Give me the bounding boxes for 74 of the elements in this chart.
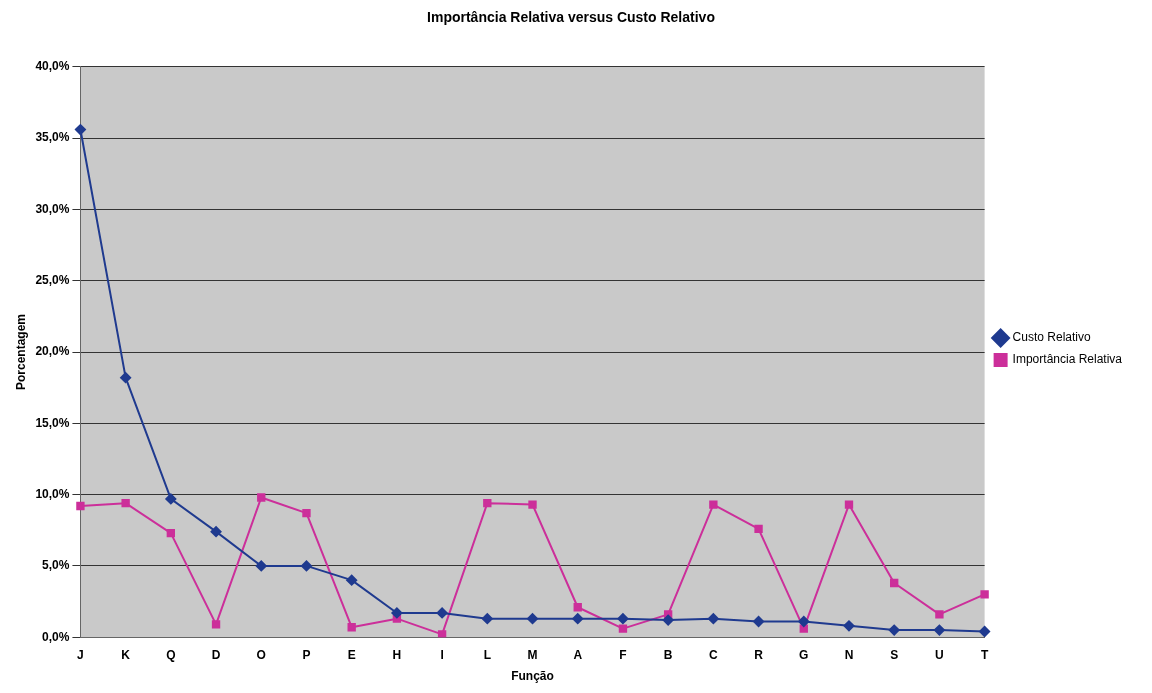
point (618, 624, 628, 633)
y-tick-label: 20,0% (35, 344, 70, 359)
y-tick-label: 15,0% (35, 415, 70, 430)
point (528, 500, 537, 509)
x-tick-label: R (754, 647, 764, 662)
y-tick-label: 35,0% (35, 130, 70, 145)
point (799, 624, 808, 633)
point (709, 500, 718, 509)
x-tick-label: C (709, 647, 719, 662)
point (437, 630, 447, 638)
point (166, 528, 176, 538)
point (483, 498, 492, 508)
point (980, 590, 989, 599)
x-tick-label: H (392, 647, 402, 662)
point (573, 603, 582, 612)
point (798, 616, 810, 628)
x-axis-title: Função (511, 669, 554, 684)
point (391, 607, 403, 619)
x-tick-label: J (77, 647, 84, 662)
point (707, 613, 719, 625)
point (754, 524, 763, 534)
point (257, 493, 266, 502)
y-tick-label: 25,0% (35, 273, 70, 288)
x-tick-label: O (256, 647, 266, 662)
x-tick-label: I (440, 647, 444, 662)
y-tick-label: 5,0% (42, 558, 70, 573)
x-tick-label: S (890, 647, 899, 662)
x-tick-label: F (619, 647, 627, 662)
point (346, 574, 358, 586)
point (300, 560, 312, 572)
legend-label: Custo Relativo (1012, 330, 1091, 345)
chart-title: Importância Relativa versus Custo Relativo (427, 9, 715, 26)
point (843, 620, 855, 632)
legend-label: Importância Relativa (1012, 352, 1123, 367)
y-tick-label: 0,0% (42, 629, 70, 644)
x-tick-label: Q (166, 647, 176, 662)
x-tick-label: B (663, 647, 673, 662)
point (76, 501, 85, 511)
point (165, 493, 177, 505)
point (844, 500, 854, 509)
x-tick-label: U (935, 647, 944, 662)
x-tick-label: G (799, 647, 809, 662)
point (890, 578, 899, 588)
x-tick-label: P (302, 647, 311, 662)
x-tick-label: N (844, 647, 854, 662)
point (753, 616, 765, 628)
point (933, 624, 945, 636)
x-tick-label: M (527, 647, 538, 662)
point (935, 610, 944, 619)
point (347, 623, 356, 632)
point (888, 624, 900, 636)
point (436, 607, 448, 619)
x-tick-label: L (483, 647, 491, 662)
y-tick-label: 10,0% (35, 486, 70, 501)
point (481, 613, 493, 625)
x-tick-label: E (347, 647, 356, 662)
x-tick-label: A (573, 647, 583, 662)
point (210, 526, 222, 538)
point (121, 498, 130, 508)
point (211, 620, 221, 629)
x-tick-label: T (980, 647, 989, 662)
point (662, 614, 674, 626)
point (617, 613, 629, 625)
point (979, 626, 991, 637)
y-axis-title: Porcentagem (13, 313, 28, 391)
point (120, 372, 132, 384)
point (255, 560, 267, 572)
point (527, 613, 539, 625)
point (572, 613, 584, 625)
y-tick-label: 40,0% (35, 59, 70, 74)
y-tick-label: 30,0% (35, 201, 70, 216)
x-tick-label: K (121, 647, 131, 662)
x-tick-label: D (211, 647, 221, 662)
point (302, 508, 311, 518)
